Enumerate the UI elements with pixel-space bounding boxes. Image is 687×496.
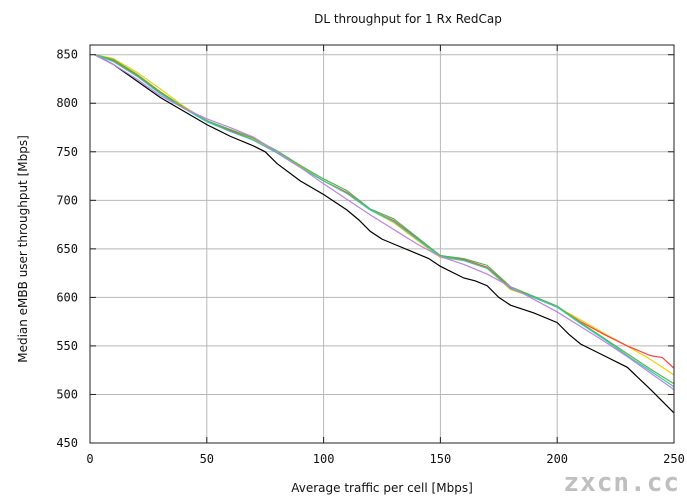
y-tick-label: 600 (56, 290, 78, 304)
x-tick-label: 150 (430, 452, 452, 466)
y-tick-label: 800 (56, 96, 78, 110)
axis-ticks: 0 50 100 150 200 250 450 500 550 600 650 700 750 800 8… (56, 45, 685, 466)
series-lines (94, 54, 675, 414)
y-tick-label: 700 (56, 193, 78, 207)
series-line-6 (94, 54, 675, 391)
plot-frame (89, 44, 675, 444)
y-tick-label: 500 (56, 387, 78, 401)
y-tick-label: 750 (56, 145, 78, 159)
chart-title: DL throughput for 1 Rx RedCap (314, 12, 502, 26)
y-axis-label: Median eMBB user throughput [Mbps] (16, 135, 30, 363)
x-axis-label: Average traffic per cell [Mbps] (291, 481, 473, 495)
y-tick-label: 850 (56, 48, 78, 62)
watermark: zxcn.cc (563, 468, 680, 496)
x-tick-label: 100 (313, 452, 335, 466)
x-tick-label: 200 (546, 452, 568, 466)
x-tick-label: 250 (663, 452, 685, 466)
y-tick-label: 650 (56, 242, 78, 256)
x-tick-label: 50 (200, 452, 214, 466)
y-tick-label: 450 (56, 436, 78, 450)
x-tick-label: 0 (86, 452, 93, 466)
series-line-3 (94, 54, 675, 369)
series-line-1 (94, 54, 675, 414)
y-tick-label: 550 (56, 339, 78, 353)
